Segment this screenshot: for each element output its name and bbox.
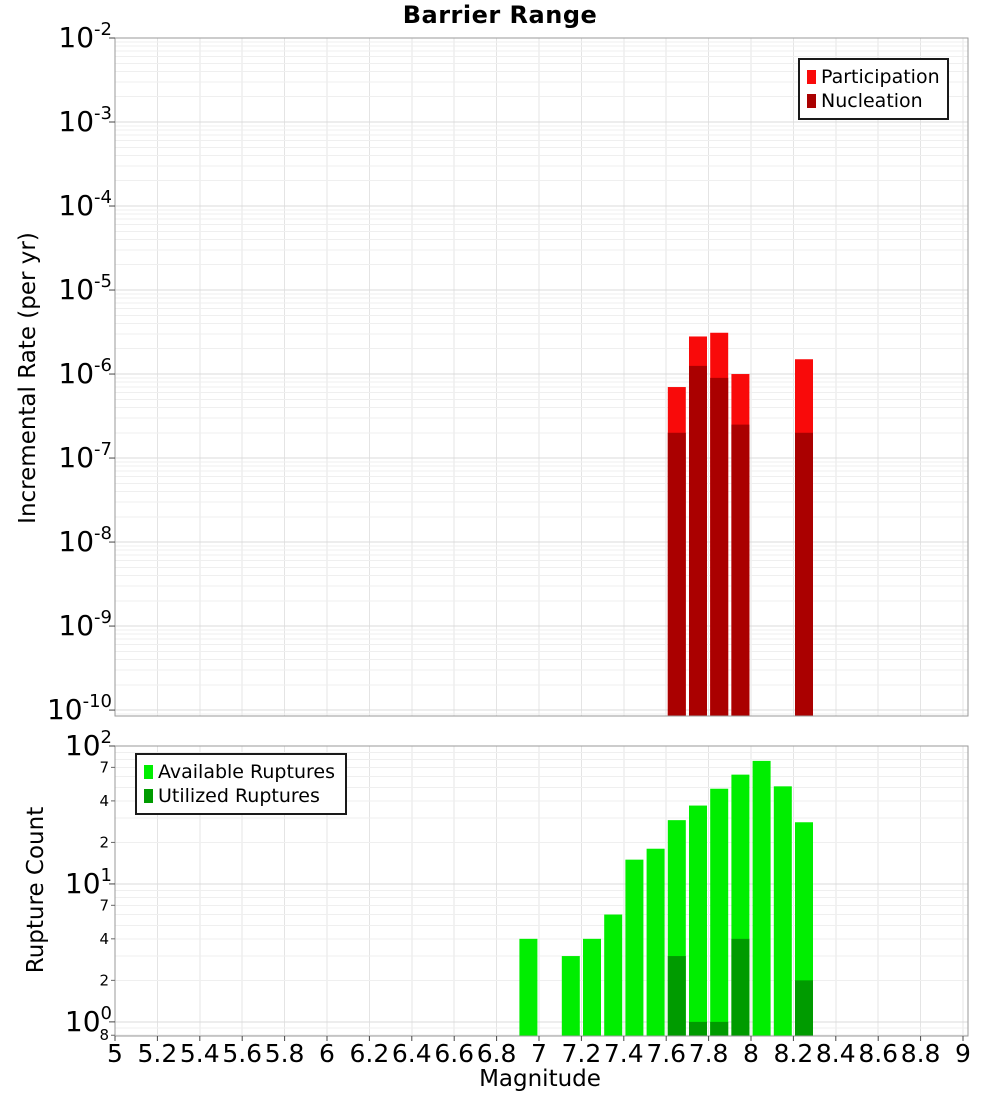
bar-available-ruptures	[519, 938, 538, 1036]
bar-available-ruptures	[710, 788, 729, 1036]
bar-available-ruptures	[773, 786, 792, 1036]
panel-incremental-rate: 10-210-310-410-510-610-710-810-910-10	[47, 19, 969, 726]
svg-text:5: 5	[107, 1039, 123, 1068]
svg-text:8: 8	[743, 1039, 759, 1068]
svg-text:9: 9	[955, 1039, 971, 1068]
svg-text:2: 2	[99, 971, 109, 989]
svg-text:5.2: 5.2	[138, 1039, 178, 1068]
svg-text:7.2: 7.2	[562, 1039, 602, 1068]
svg-text:10-9: 10-9	[58, 607, 112, 642]
svg-text:5.4: 5.4	[180, 1039, 220, 1068]
nucleation-swatch-icon	[807, 94, 816, 108]
svg-text:6.2: 6.2	[350, 1039, 390, 1068]
svg-text:7.6: 7.6	[646, 1039, 686, 1068]
bar-available-ruptures	[752, 760, 771, 1036]
svg-text:7.8: 7.8	[689, 1039, 729, 1068]
svg-text:7: 7	[99, 896, 109, 914]
svg-text:7.4: 7.4	[604, 1039, 644, 1068]
bar-available-ruptures	[689, 805, 707, 1036]
legend-label: Participation	[821, 66, 940, 88]
rupture-legend: Available Ruptures Utilized Ruptures	[135, 753, 347, 815]
svg-text:4: 4	[99, 792, 109, 810]
bar-available-ruptures	[646, 848, 665, 1036]
svg-text:6: 6	[319, 1039, 335, 1068]
y-tick-labels: 10-210-310-410-510-610-710-810-910-10	[47, 19, 115, 726]
svg-text:6.8: 6.8	[477, 1039, 517, 1068]
svg-text:102: 102	[65, 727, 112, 762]
bar-utilized-ruptures	[667, 956, 686, 1036]
legend-item-nucleation: Nucleation	[807, 89, 940, 113]
svg-text:4: 4	[99, 930, 109, 948]
legend-label: Available Ruptures	[158, 761, 335, 783]
bar-nucleation	[731, 424, 750, 716]
bar-utilized-ruptures	[689, 1021, 707, 1036]
svg-text:7: 7	[99, 758, 109, 776]
bottom-y-axis-label: Rupture Count	[23, 806, 49, 974]
svg-text:6.6: 6.6	[434, 1039, 474, 1068]
available-ruptures-swatch-icon	[144, 765, 153, 779]
chart-title: Barrier Range	[402, 1, 598, 29]
svg-text:10-7: 10-7	[58, 439, 112, 474]
bars-utilized-ruptures	[667, 938, 813, 1036]
y-gridlines	[115, 751, 968, 1036]
x-tick-labels: 5 5.2 5.4 5.6 5.8 6 6.2 6.4 6.6 6.8 7 7.2 7.4 7.6 7.8 8…	[107, 1036, 971, 1068]
svg-text:5.6: 5.6	[222, 1039, 262, 1068]
svg-text:8.6: 8.6	[858, 1039, 898, 1068]
svg-text:8: 8	[99, 1026, 109, 1044]
bar-utilized-ruptures	[795, 980, 813, 1036]
svg-text:10-10: 10-10	[47, 691, 112, 726]
svg-text:10-3: 10-3	[58, 103, 112, 138]
svg-text:7: 7	[531, 1039, 547, 1068]
bars-nucleation	[667, 365, 813, 716]
bar-utilized-ruptures	[710, 1021, 729, 1036]
bar-available-ruptures	[625, 859, 644, 1036]
bar-available-ruptures	[604, 914, 623, 1036]
svg-text:10-4: 10-4	[58, 187, 112, 222]
bar-nucleation	[795, 432, 813, 716]
bar-available-ruptures	[583, 938, 601, 1036]
participation-swatch-icon	[807, 70, 816, 84]
bar-nucleation	[710, 377, 729, 716]
svg-text:10-5: 10-5	[58, 271, 112, 306]
x-axis-label: Magnitude	[479, 1066, 601, 1092]
svg-text:8.4: 8.4	[816, 1039, 856, 1068]
x-gridlines	[114, 38, 964, 716]
bar-available-ruptures	[561, 956, 580, 1036]
x-gridlines	[114, 746, 964, 1036]
legend-label: Utilized Ruptures	[158, 785, 320, 807]
svg-text:8.2: 8.2	[774, 1039, 814, 1068]
bar-utilized-ruptures	[731, 938, 750, 1036]
legend-item-available-ruptures: Available Ruptures	[144, 760, 338, 784]
svg-text:5.8: 5.8	[265, 1039, 305, 1068]
legend-label: Nucleation	[821, 90, 923, 112]
svg-text:101: 101	[65, 865, 112, 900]
utilized-ruptures-swatch-icon	[144, 789, 153, 803]
svg-text:8.8: 8.8	[901, 1039, 941, 1068]
rate-legend: Participation Nucleation	[798, 58, 949, 120]
top-y-axis-label: Incremental Rate (per yr)	[15, 232, 41, 524]
svg-text:6.4: 6.4	[392, 1039, 432, 1068]
svg-text:10-8: 10-8	[58, 523, 112, 558]
bar-nucleation	[689, 365, 707, 716]
legend-item-utilized-ruptures: Utilized Ruptures	[144, 784, 338, 808]
legend-item-participation: Participation	[807, 65, 940, 89]
svg-text:2: 2	[99, 833, 109, 851]
bar-nucleation	[667, 432, 686, 716]
svg-text:10-6: 10-6	[58, 355, 112, 390]
